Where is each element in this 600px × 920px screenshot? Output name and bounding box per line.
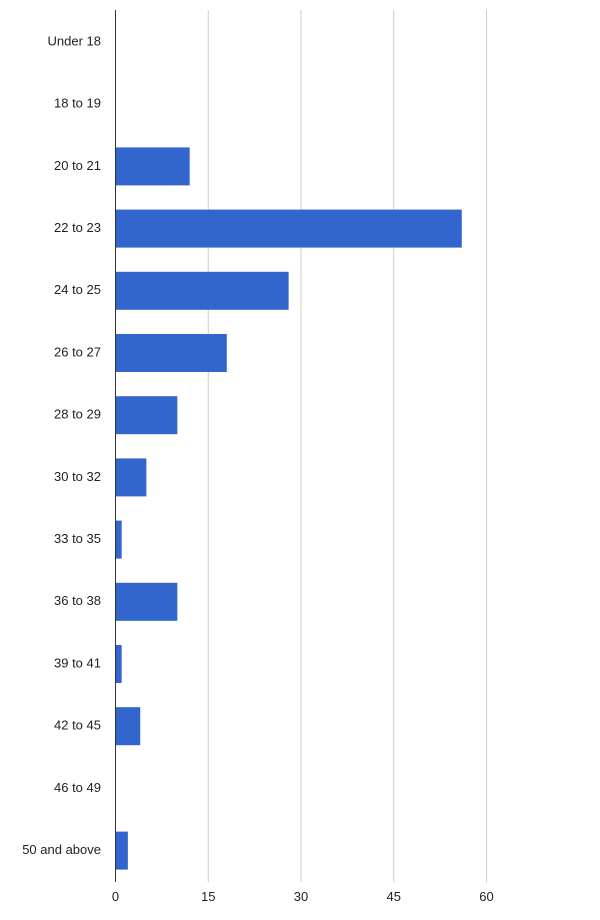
bar-7 — [115, 458, 147, 497]
category-label-9: 36 to 38 — [54, 593, 101, 608]
bar-5 — [115, 334, 227, 372]
category-label-11: 42 to 45 — [54, 718, 101, 733]
x-axis-tick-labels: 0 15 30 45 60 — [112, 889, 494, 904]
category-label-7: 30 to 32 — [54, 469, 101, 484]
category-label-4: 24 to 25 — [54, 282, 101, 297]
x-tick-label-0: 0 — [112, 889, 119, 904]
category-label-13: 50 and above — [22, 842, 101, 857]
bars — [115, 147, 462, 870]
category-label-10: 39 to 41 — [54, 655, 101, 670]
category-label-2: 20 to 21 — [54, 158, 101, 173]
category-label-8: 33 to 35 — [54, 531, 101, 546]
x-tick-label-2: 30 — [294, 889, 308, 904]
category-label-3: 22 to 23 — [54, 220, 101, 235]
bar-10 — [115, 645, 122, 683]
x-tick-label-3: 45 — [387, 889, 401, 904]
bar-2 — [115, 147, 190, 186]
category-label-0: Under 18 — [48, 33, 101, 48]
bar-13 — [115, 831, 128, 870]
x-tick-label-1: 15 — [201, 889, 215, 904]
bar-3 — [115, 209, 462, 248]
x-tick-label-4: 60 — [479, 889, 493, 904]
category-label-6: 28 to 29 — [54, 407, 101, 422]
category-label-1: 18 to 19 — [54, 96, 101, 111]
bar-4 — [115, 271, 289, 310]
bar-6 — [115, 396, 178, 435]
bar-11 — [115, 707, 141, 746]
category-label-12: 46 to 49 — [54, 780, 101, 795]
bar-9 — [115, 582, 178, 621]
category-label-5: 26 to 27 — [54, 344, 101, 359]
category-labels: Under 18 18 to 19 20 to 21 22 to 23 24 to 25… — [22, 33, 101, 857]
bar-8 — [115, 520, 122, 559]
gridlines — [207, 10, 487, 882]
